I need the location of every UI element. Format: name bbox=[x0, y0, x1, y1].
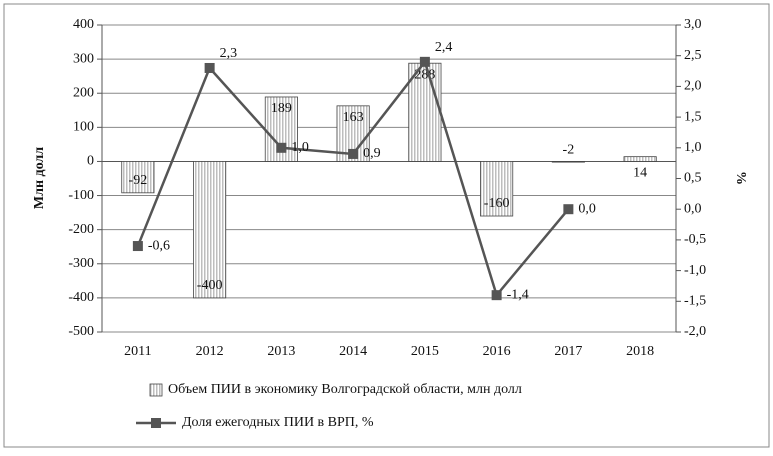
y-tick-label: -500 bbox=[68, 324, 94, 339]
y2-tick-label: 1,0 bbox=[684, 140, 702, 155]
bar-value-label: -400 bbox=[197, 278, 223, 293]
chart-frame bbox=[3, 3, 770, 448]
y-tick-label: -100 bbox=[68, 188, 94, 203]
bar-value-label: 189 bbox=[271, 101, 292, 116]
x-tick-label: 2017 bbox=[554, 344, 582, 359]
y-tick-label: -300 bbox=[68, 256, 94, 271]
bar-value-label: -160 bbox=[484, 196, 510, 211]
legend-label: Объем ПИИ в экономику Волгоградской обла… bbox=[168, 382, 522, 397]
y-axis-title: Млн долл bbox=[32, 147, 47, 209]
line-value-label: 0,0 bbox=[578, 201, 596, 216]
line-value-label: 2,4 bbox=[435, 40, 453, 55]
y2-tick-label: -2,0 bbox=[684, 324, 706, 339]
line-marker bbox=[276, 142, 287, 153]
x-tick-label: 2014 bbox=[339, 344, 367, 359]
y2-tick-label: 2,0 bbox=[684, 79, 702, 94]
line-marker bbox=[491, 290, 502, 301]
bar bbox=[480, 161, 514, 217]
line-value-label: -1,4 bbox=[507, 287, 529, 302]
y2-tick-label: -1,0 bbox=[684, 263, 706, 278]
y2-tick-label: -0,5 bbox=[684, 232, 706, 247]
line-value-label: -0,6 bbox=[148, 238, 170, 253]
line-marker bbox=[419, 56, 430, 67]
legend-marker bbox=[151, 418, 161, 428]
legend-label: Доля ежегодных ПИИ в ВРП, % bbox=[182, 415, 374, 430]
y2-tick-label: 2,5 bbox=[684, 48, 702, 63]
x-tick-label: 2013 bbox=[267, 344, 295, 359]
x-tick-label: 2012 bbox=[196, 344, 224, 359]
y-tick-label: 300 bbox=[73, 51, 94, 66]
bar bbox=[408, 62, 442, 162]
y2-tick-label: 0,0 bbox=[684, 201, 702, 216]
bar-value-label: 163 bbox=[343, 110, 364, 125]
y2-tick-label: 1,5 bbox=[684, 109, 702, 124]
bar-value-label: -2 bbox=[563, 142, 575, 157]
y-tick-label: 200 bbox=[73, 85, 94, 100]
y2-tick-label: 0,5 bbox=[684, 171, 702, 186]
y-tick-label: -400 bbox=[68, 290, 94, 305]
y-tick-label: 0 bbox=[87, 154, 94, 169]
y-tick-label: 100 bbox=[73, 120, 94, 135]
line-value-label: 2,3 bbox=[220, 46, 238, 61]
bar bbox=[623, 156, 657, 162]
x-tick-label: 2018 bbox=[626, 344, 654, 359]
bar-value-label: 14 bbox=[633, 166, 647, 181]
x-tick-label: 2011 bbox=[124, 344, 151, 359]
line-value-label: 0,9 bbox=[363, 146, 381, 161]
line-marker bbox=[348, 148, 359, 159]
x-tick-label: 2016 bbox=[483, 344, 511, 359]
bar bbox=[193, 161, 227, 299]
bar-value-label: -92 bbox=[129, 173, 148, 188]
line-marker bbox=[132, 241, 143, 252]
y2-tick-label: -1,5 bbox=[684, 294, 706, 309]
bar bbox=[121, 161, 155, 194]
legend-swatch bbox=[149, 383, 163, 397]
x-tick-label: 2015 bbox=[411, 344, 439, 359]
line-marker bbox=[563, 204, 574, 215]
y2-axis-title: % bbox=[733, 171, 748, 185]
line-value-label: 1,0 bbox=[291, 140, 309, 155]
y2-tick-label: 3,0 bbox=[684, 17, 702, 32]
y-tick-label: 400 bbox=[73, 17, 94, 32]
line-marker bbox=[204, 62, 215, 73]
bar bbox=[551, 161, 585, 163]
y-tick-label: -200 bbox=[68, 222, 94, 237]
